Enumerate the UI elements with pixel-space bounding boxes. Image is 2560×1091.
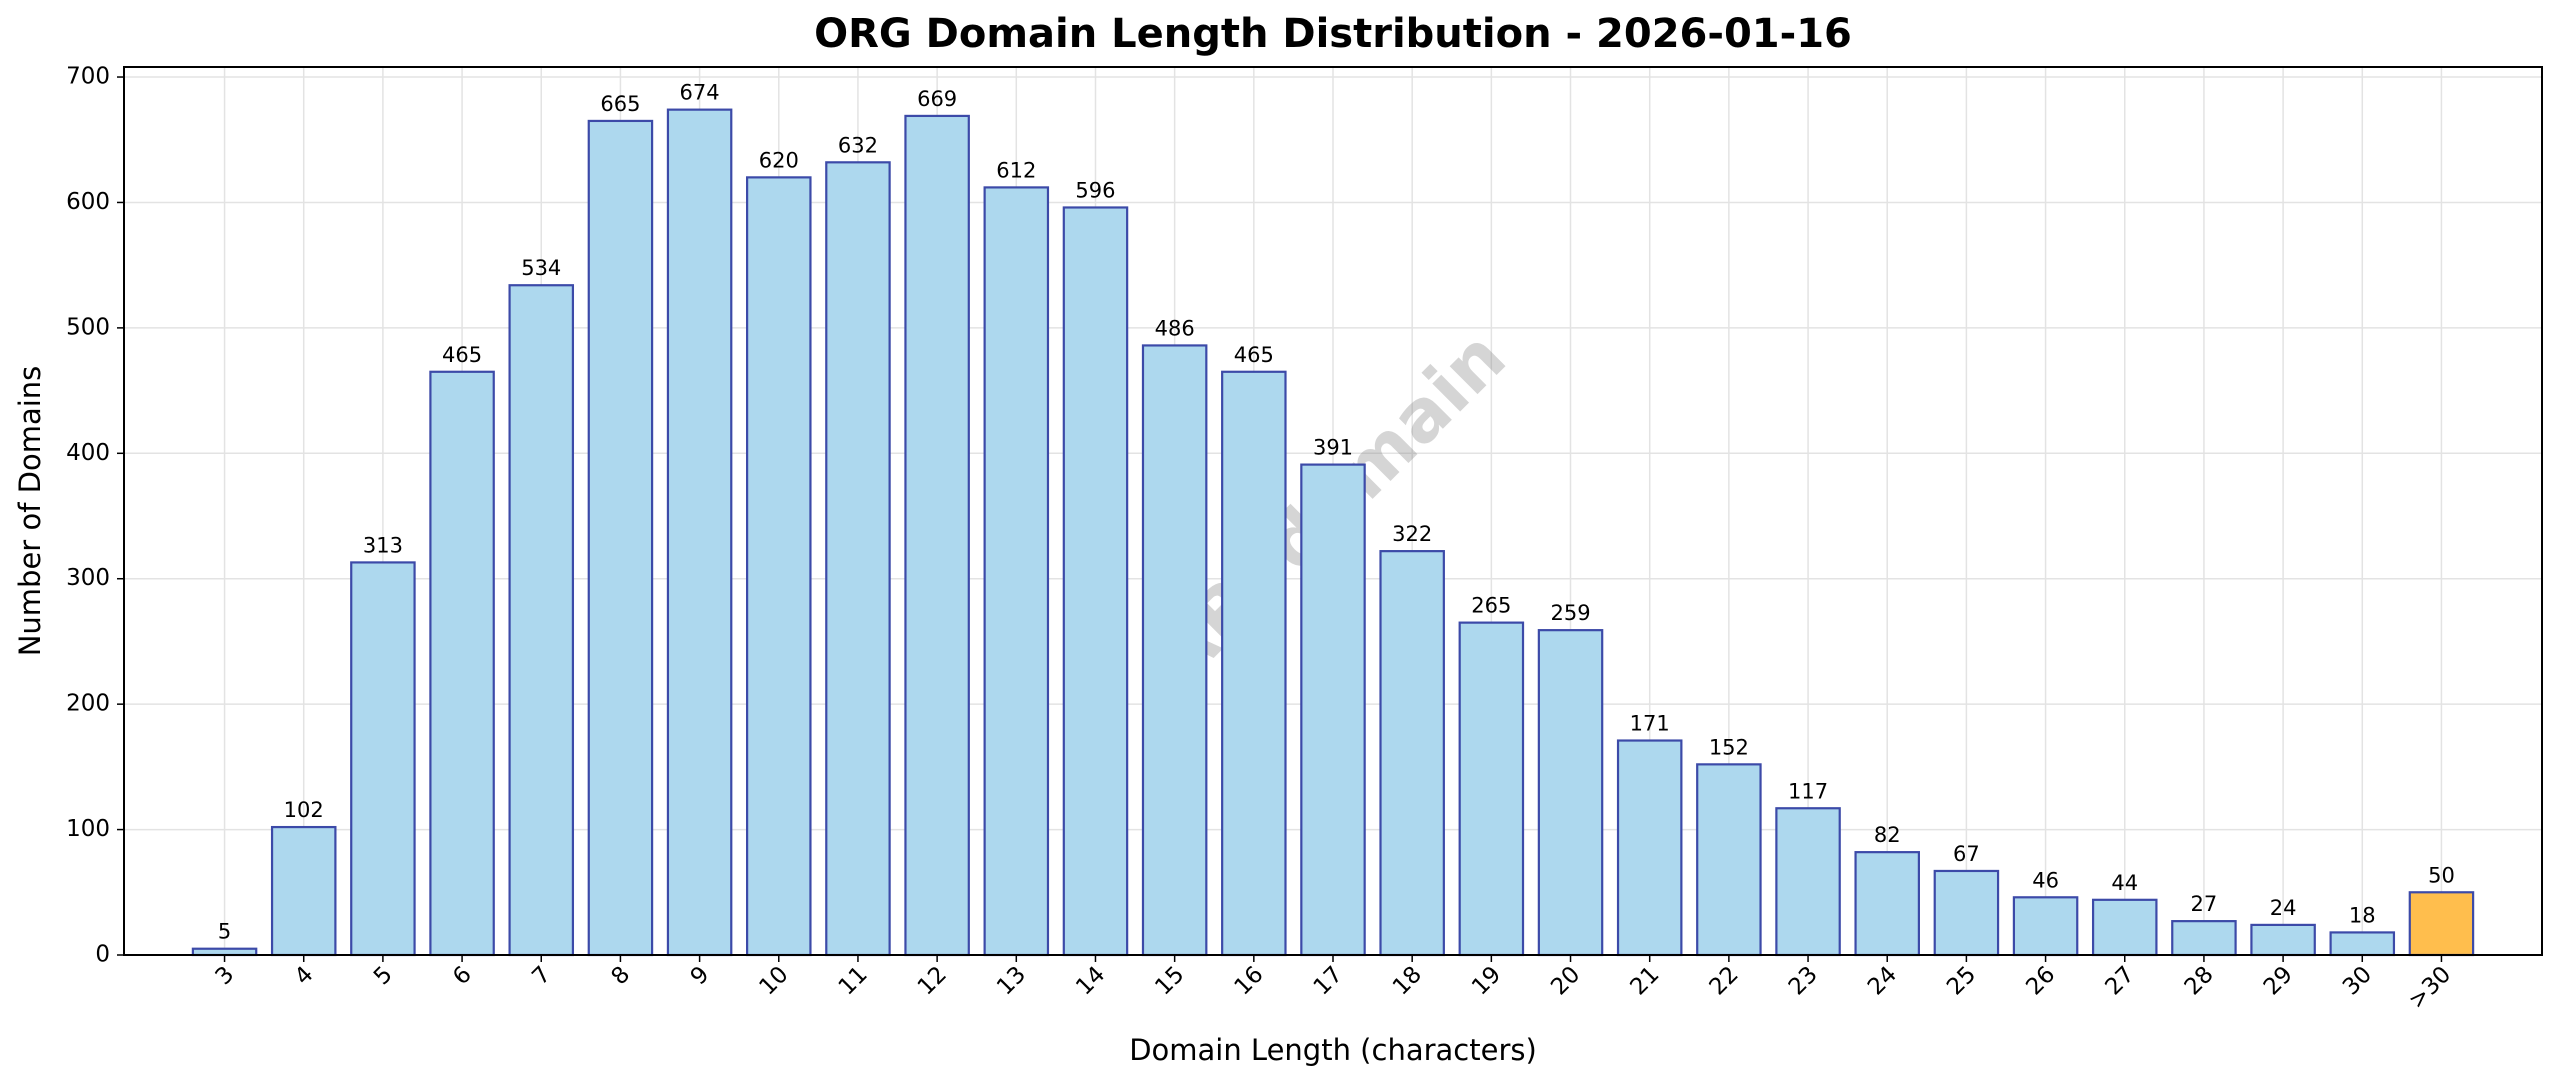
data-label: 46 — [2032, 868, 2059, 892]
bar — [1379, 550, 1445, 957]
bar — [1537, 629, 1604, 957]
x-tick-label: 19 — [1467, 961, 1506, 1000]
bar — [746, 176, 812, 957]
x-tick-label: 16 — [1230, 961, 1269, 1000]
x-tick-label: 23 — [1784, 961, 1823, 1000]
bar — [1141, 344, 1208, 957]
data-label: 117 — [1788, 779, 1828, 803]
data-label: 486 — [1155, 316, 1195, 340]
bar — [825, 161, 891, 957]
x-tick-label: 5 — [369, 961, 398, 990]
chart-title: ORG Domain Length Distribution - 2026-01… — [814, 11, 1852, 57]
y-tick-label: 700 — [66, 64, 110, 90]
x-tick-label: 8 — [607, 961, 636, 990]
bar — [1933, 869, 2000, 957]
bar — [2408, 891, 2475, 957]
x-tick-label: 22 — [1705, 961, 1744, 1000]
bar — [1775, 807, 1841, 957]
data-label: 171 — [1630, 712, 1670, 736]
bar — [1062, 206, 1129, 957]
bar — [1854, 851, 1920, 957]
data-label: 50 — [2428, 863, 2455, 887]
bar — [350, 561, 416, 957]
bar — [508, 284, 575, 957]
x-tick-label: 15 — [1150, 961, 1189, 1000]
data-label: 5 — [218, 920, 231, 944]
x-tick-label: 18 — [1388, 961, 1427, 1000]
x-tick-label: 12 — [913, 961, 952, 1000]
x-tick-label: 13 — [992, 961, 1031, 1000]
x-tick-label: 14 — [1071, 961, 1110, 1000]
data-label: 665 — [600, 92, 640, 116]
x-tick-label: 27 — [2100, 961, 2139, 1000]
bar — [1616, 739, 1683, 957]
bar — [2329, 931, 2396, 957]
data-label: 259 — [1550, 601, 1590, 625]
x-tick-label: 28 — [2180, 961, 2219, 1000]
data-label: 322 — [1392, 522, 1432, 546]
x-tick-label: 30 — [2338, 961, 2377, 1000]
x-tick-label: 17 — [1309, 961, 1348, 1000]
y-tick-label: 300 — [66, 565, 110, 591]
bar — [904, 114, 970, 957]
data-label: 313 — [363, 533, 403, 557]
data-label: 674 — [680, 81, 720, 105]
bar — [2171, 920, 2237, 957]
data-label: 18 — [2349, 903, 2376, 927]
bar — [1696, 763, 1762, 957]
y-tick-label: 500 — [66, 314, 110, 340]
x-tick-label: 20 — [1546, 961, 1585, 1000]
x-tick-label: 4 — [290, 961, 319, 990]
bar — [429, 370, 495, 957]
bar — [983, 186, 1050, 957]
x-tick-label: 26 — [2021, 961, 2060, 1000]
y-tick-label: 0 — [95, 942, 110, 968]
x-tick-label: >30 — [2404, 961, 2457, 1014]
data-label: 82 — [1874, 823, 1901, 847]
bar — [666, 108, 733, 957]
x-tick-label: 7 — [527, 961, 556, 990]
bar — [270, 825, 337, 957]
x-tick-label: 21 — [1625, 961, 1664, 1000]
data-label: 596 — [1075, 178, 1115, 202]
data-label: 265 — [1471, 594, 1511, 618]
y-tick-label: 400 — [66, 440, 110, 466]
x-tick-label: 10 — [755, 961, 794, 1000]
data-label: 534 — [521, 256, 561, 280]
data-label: 152 — [1709, 735, 1749, 759]
x-tick-label: 11 — [834, 961, 873, 1000]
bar — [2091, 898, 2158, 957]
bar — [1300, 463, 1366, 957]
data-label: 620 — [759, 148, 799, 172]
bar — [2250, 923, 2316, 957]
data-label: 669 — [917, 87, 957, 111]
plot-frame — [123, 66, 2543, 956]
data-label: 102 — [284, 798, 324, 822]
data-label: 24 — [2270, 896, 2297, 920]
data-label: 465 — [442, 343, 482, 367]
data-label: 44 — [2111, 871, 2138, 895]
bar — [2012, 896, 2079, 957]
bar — [587, 119, 654, 957]
bar — [1458, 621, 1525, 957]
x-tick-label: 25 — [1942, 961, 1981, 1000]
x-tick-label: 24 — [1863, 961, 1902, 1000]
x-tick-label: 3 — [211, 961, 240, 990]
y-axis-label: Number of Domains — [13, 366, 47, 657]
data-label: 612 — [996, 158, 1036, 182]
bar — [1221, 370, 1287, 957]
y-tick-label: 600 — [66, 189, 110, 215]
data-label: 465 — [1234, 343, 1274, 367]
x-axis-label: Domain Length (characters) — [1129, 1033, 1537, 1067]
x-tick-label: 9 — [686, 961, 715, 990]
data-label: 67 — [1953, 842, 1980, 866]
x-tick-label: 29 — [2259, 961, 2298, 1000]
y-tick-label: 200 — [66, 691, 110, 717]
y-tick-label: 100 — [66, 816, 110, 842]
x-tick-label: 6 — [448, 961, 477, 990]
data-label: 632 — [838, 133, 878, 157]
data-label: 391 — [1313, 436, 1353, 460]
data-label: 27 — [2191, 892, 2218, 916]
